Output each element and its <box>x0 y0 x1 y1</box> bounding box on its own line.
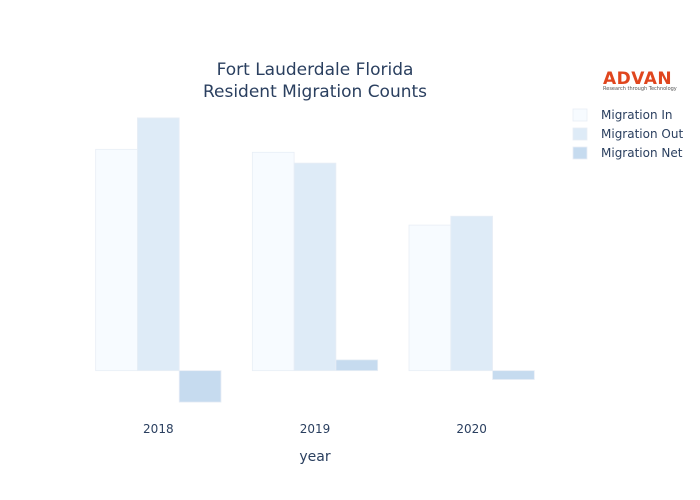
bar-migration-in-2020[interactable] <box>408 224 452 372</box>
legend[interactable]: Migration In Migration Out Migration Net <box>572 108 683 160</box>
bar-migration-out-2019[interactable] <box>293 162 337 372</box>
legend-item-migration-out[interactable]: Migration Out <box>572 127 683 141</box>
logo-wordmark: ADVAN <box>603 69 672 89</box>
chart-title: Fort Lauderdale Florida Resident Migrati… <box>203 60 427 102</box>
bar-migration-net-2020[interactable] <box>492 370 535 380</box>
bar-migration-out-2020[interactable] <box>450 215 493 372</box>
x-tick-2019: 2019 <box>300 422 331 436</box>
bar-migration-net-2019[interactable] <box>335 359 379 372</box>
legend-label: Migration Out <box>601 127 683 141</box>
legend-swatch <box>572 146 588 160</box>
advan-logo: ADVAN Research through Technology <box>603 69 677 92</box>
legend-swatch <box>572 127 588 141</box>
legend-label: Migration In <box>601 108 673 122</box>
bar-migration-in-2019[interactable] <box>251 151 295 372</box>
chart-title-line-2: Resident Migration Counts <box>203 82 427 102</box>
legend-item-migration-in[interactable]: Migration In <box>572 108 673 122</box>
bars-group <box>95 117 535 403</box>
x-tick-2018: 2018 <box>143 422 174 436</box>
logo-tagline: Research through Technology <box>603 86 677 92</box>
x-tick-2020: 2020 <box>456 422 487 436</box>
bar-migration-net-2018[interactable] <box>178 370 222 403</box>
legend-label: Migration Net <box>601 146 683 160</box>
x-tick-labels: 2018 2019 2020 <box>143 422 487 436</box>
bar-migration-out-2018[interactable] <box>137 117 180 372</box>
x-axis-title: year <box>299 449 330 465</box>
bar-migration-in-2018[interactable] <box>95 148 138 372</box>
chart-title-line-1: Fort Lauderdale Florida <box>217 60 414 80</box>
legend-swatch <box>572 108 588 122</box>
legend-item-migration-net[interactable]: Migration Net <box>572 146 683 160</box>
